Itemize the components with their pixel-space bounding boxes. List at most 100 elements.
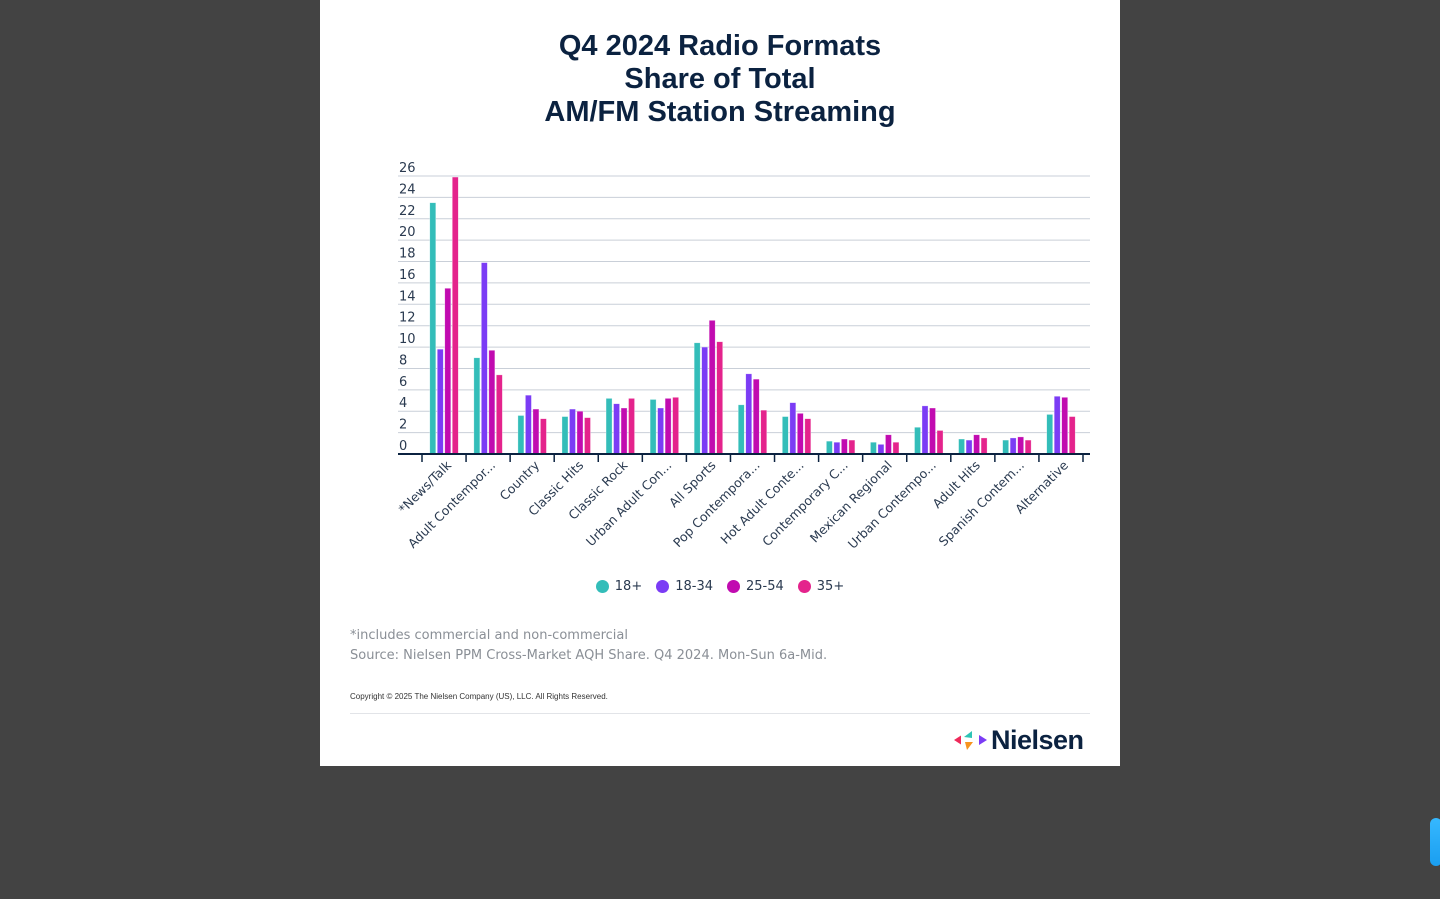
bar-18plus-5[interactable]	[649, 399, 657, 455]
title-line-3: AM/FM Station Streaming	[544, 96, 896, 128]
bar-18-34-9[interactable]	[833, 441, 841, 455]
bar-18-34-10[interactable]	[877, 444, 885, 455]
bar-25-54-10[interactable]	[885, 434, 892, 455]
bar-25-54-5[interactable]	[664, 398, 672, 455]
bar-35plus-5[interactable]	[672, 397, 679, 455]
bar-18plus-1[interactable]	[473, 357, 481, 455]
bar-25-54-8[interactable]	[797, 413, 804, 455]
report-page: Q4 2024 Radio Formats Share of Total AM/…	[320, 0, 1120, 766]
bar-25-54-0[interactable]	[444, 287, 452, 455]
y-tick-label: 20	[399, 225, 416, 240]
gridlines	[398, 175, 1090, 434]
bar-18plus-4[interactable]	[605, 398, 613, 455]
bar-35plus-1[interactable]	[496, 374, 503, 455]
bar-18-34-3[interactable]	[569, 408, 576, 455]
y-tick-label: 16	[399, 268, 416, 283]
bar-25-54-4[interactable]	[620, 407, 628, 455]
bars	[429, 176, 1076, 455]
bar-35plus-10[interactable]	[892, 441, 900, 455]
chart-title: Q4 2024 Radio Formats Share of Total AM/…	[320, 30, 1120, 129]
bar-18-34-5[interactable]	[657, 407, 664, 455]
bar-18-34-7[interactable]	[745, 373, 753, 455]
legend-item-18plus[interactable]: 18+	[595, 579, 643, 594]
bar-18-34-0[interactable]	[436, 348, 444, 455]
y-tick-label: 22	[399, 204, 416, 219]
bar-35plus-7[interactable]	[760, 409, 768, 455]
bar-18plus-14[interactable]	[1046, 414, 1054, 455]
legend-dot	[797, 580, 811, 593]
bar-25-54-7[interactable]	[752, 378, 760, 455]
bar-18-34-8[interactable]	[789, 402, 797, 455]
bar-18plus-0[interactable]	[429, 202, 437, 455]
bar-35plus-9[interactable]	[848, 439, 856, 455]
source-note: Source: Nielsen PPM Cross-Market AQH Sha…	[350, 648, 828, 663]
legend-item-25-54[interactable]: 25-54	[727, 579, 784, 594]
y-tick-label: 0	[399, 439, 407, 454]
bar-25-54-2[interactable]	[532, 408, 540, 455]
y-tick-label: 18	[399, 247, 416, 262]
bar-18-34-6[interactable]	[701, 346, 708, 455]
bar-35plus-4[interactable]	[628, 398, 635, 455]
y-tick-label: 24	[399, 182, 416, 197]
bar-35plus-11[interactable]	[936, 430, 944, 455]
bar-35plus-2[interactable]	[540, 418, 547, 455]
bar-18-34-14[interactable]	[1053, 395, 1061, 455]
scrollbar-thumb[interactable]	[1430, 818, 1440, 866]
bar-18-34-13[interactable]	[1009, 437, 1017, 455]
bar-18-34-2[interactable]	[525, 394, 532, 455]
y-tick-label: 2	[399, 418, 407, 433]
title-line-2: Share of Total	[624, 63, 816, 95]
bar-18plus-11[interactable]	[914, 426, 921, 455]
bar-18plus-6[interactable]	[693, 342, 701, 455]
bar-18plus-13[interactable]	[1002, 439, 1009, 455]
bar-25-54-3[interactable]	[576, 410, 584, 455]
x-tick-label: Hot Adult Conte...	[717, 458, 806, 547]
bar-18-34-12[interactable]	[965, 439, 973, 455]
bar-35plus-0[interactable]	[451, 176, 459, 455]
y-tick-label: 4	[399, 396, 407, 411]
bar-18plus-7[interactable]	[737, 404, 745, 455]
bar-18-34-11[interactable]	[921, 405, 929, 455]
legend-label: 18+	[614, 579, 643, 594]
bar-25-54-6[interactable]	[708, 320, 716, 455]
x-tick-label: Urban Adult Con...	[583, 458, 675, 550]
bar-25-54-14[interactable]	[1061, 397, 1069, 455]
legend-item-18-34[interactable]: 18-34	[656, 579, 713, 594]
x-tick-label: Mexican Regional	[807, 458, 895, 546]
bar-18plus-10[interactable]	[870, 441, 877, 455]
y-tick-label: 12	[399, 311, 416, 326]
bar-18plus-2[interactable]	[517, 415, 525, 455]
bar-35plus-3[interactable]	[584, 417, 591, 455]
bar-18plus-3[interactable]	[561, 416, 569, 455]
bar-18-34-1[interactable]	[481, 262, 488, 455]
copyright: Copyright © 2025 The Nielsen Company (US…	[350, 692, 608, 701]
legend-label: 25-54	[746, 579, 784, 594]
x-axis	[398, 453, 1090, 462]
bar-25-54-9[interactable]	[841, 438, 848, 455]
x-tick-label: Spanish Contem...	[936, 458, 1027, 549]
legend-label: 18-34	[675, 579, 713, 594]
bar-18plus-8[interactable]	[782, 416, 789, 455]
bar-35plus-13[interactable]	[1024, 439, 1032, 455]
bar-35plus-12[interactable]	[980, 437, 988, 455]
y-tick-label: 8	[399, 353, 407, 368]
y-tick-label: 10	[399, 332, 416, 347]
bar-25-54-11[interactable]	[929, 407, 936, 455]
bar-25-54-1[interactable]	[488, 349, 496, 455]
legend-dot	[656, 580, 670, 593]
bar-18-34-4[interactable]	[613, 403, 620, 455]
legend-dot	[595, 580, 609, 593]
nielsen-logo-text: Nielsen	[991, 725, 1084, 755]
bar-18plus-9[interactable]	[826, 440, 833, 455]
bar-35plus-8[interactable]	[804, 418, 812, 455]
x-tick-label: Urban Contempo...	[845, 458, 939, 552]
bar-35plus-6[interactable]	[716, 341, 723, 455]
bar-35plus-14[interactable]	[1068, 416, 1076, 455]
bar-25-54-13[interactable]	[1017, 436, 1024, 455]
legend: 18+ 18-34 25-54 35+	[320, 579, 1120, 594]
bar-18plus-12[interactable]	[958, 438, 965, 455]
bar-25-54-12[interactable]	[973, 434, 980, 455]
legend-item-35plus[interactable]: 35+	[797, 579, 844, 594]
